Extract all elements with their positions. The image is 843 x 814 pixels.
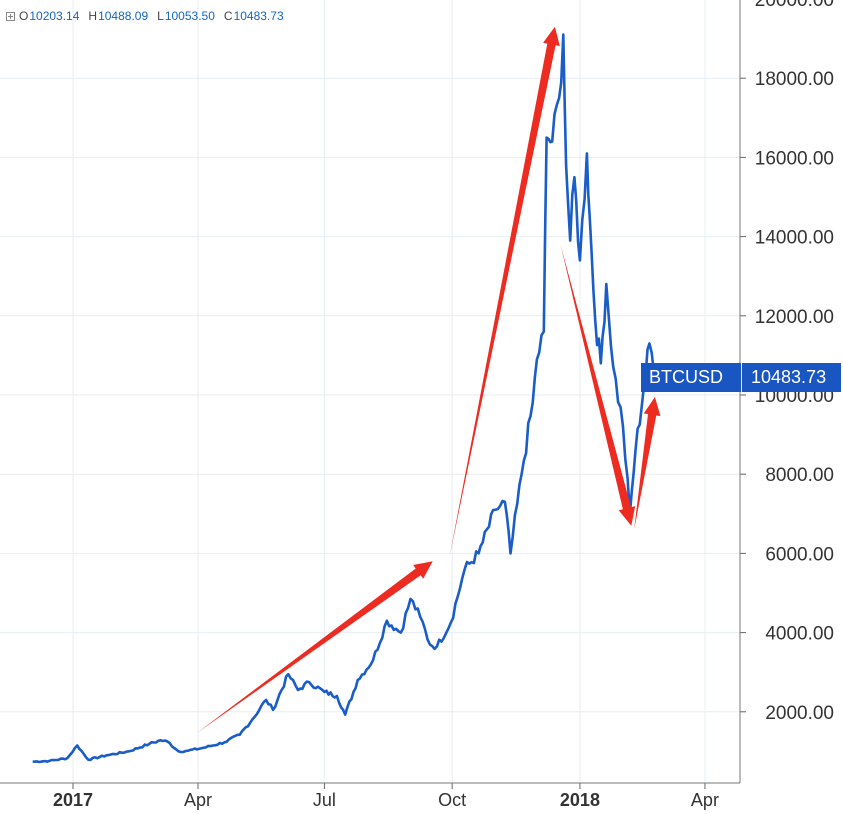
y-tick-label: 16000.00 — [755, 148, 834, 169]
low-value: 10053.50 — [164, 9, 215, 23]
low-key: L — [157, 9, 164, 23]
x-tick-label: Apr — [184, 790, 212, 810]
x-tick-label: Apr — [691, 790, 719, 810]
x-tick-label: 2018 — [560, 790, 600, 810]
plus-box-icon[interactable] — [6, 11, 15, 21]
ticker-badge: BTCUSD 10483.73 — [641, 363, 841, 392]
ticker-price: 10483.73 — [751, 367, 827, 387]
y-tick-label: 14000.00 — [755, 228, 834, 249]
trend-arrow — [634, 397, 661, 530]
ohlc-readout: O 10203.14 H 10488.09 L 10053.50 C 10483.73 — [6, 9, 293, 23]
y-tick-label: 6000.00 — [765, 544, 834, 565]
close-value: 10483.73 — [233, 9, 284, 23]
price-line — [32, 33, 666, 764]
ticker-symbol: BTCUSD — [649, 367, 724, 387]
y-tick-label: 2000.00 — [765, 703, 834, 724]
x-axis: 2017 Apr Jul Oct 2018 Apr — [0, 0, 741, 810]
high-value: 10488.09 — [98, 9, 149, 23]
y-tick-label: 8000.00 — [765, 465, 834, 486]
ticker-divider — [741, 363, 742, 392]
trend-arrows — [196, 26, 661, 734]
y-tick-label: 12000.00 — [755, 307, 834, 328]
trend-arrow — [196, 561, 433, 734]
x-tick-label: 2017 — [53, 790, 93, 810]
y-axis: 2000.004000.006000.008000.0010000.001200… — [755, 0, 834, 724]
y-tick-label: 20000.00 — [755, 0, 834, 11]
open-key: O — [19, 9, 29, 23]
x-tick-label: Jul — [313, 790, 336, 810]
y-tick-label: 18000.00 — [755, 69, 834, 90]
trend-arrow — [560, 244, 636, 526]
x-tick-label: Oct — [438, 790, 466, 810]
close-key: C — [223, 9, 233, 23]
open-value: 10203.14 — [29, 9, 80, 23]
chart-grid — [0, 0, 746, 789]
y-tick-label: 4000.00 — [765, 624, 834, 645]
high-key: H — [88, 9, 98, 23]
